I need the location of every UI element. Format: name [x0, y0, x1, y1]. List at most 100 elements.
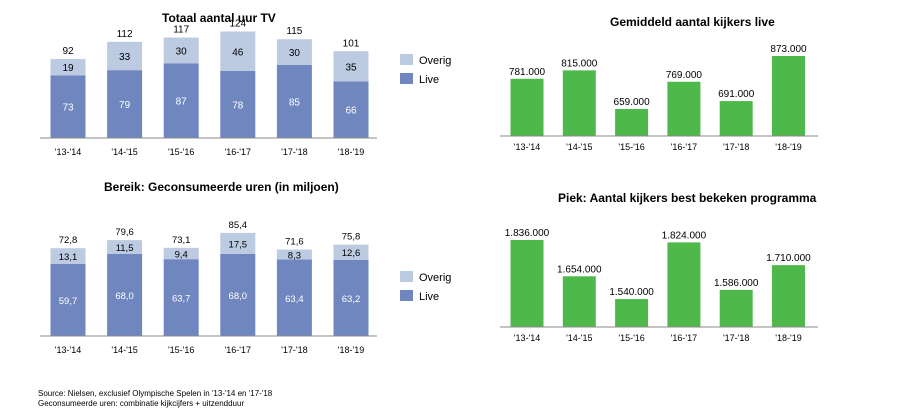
data-label: 659.000: [614, 97, 651, 108]
data-label-overig: 12,6: [342, 248, 361, 259]
x-tick-label: '13-'14: [514, 142, 540, 152]
bar-live: [220, 253, 256, 336]
legend-label-live: Live: [419, 291, 439, 303]
bar-live: [163, 259, 199, 336]
data-label: 1.654.000: [557, 264, 602, 275]
bar-overig: [50, 248, 86, 264]
data-label-overig: 33: [119, 52, 131, 63]
x-tick-label: '13-'14: [514, 333, 540, 343]
bar: [719, 101, 753, 136]
bar-live: [333, 81, 369, 138]
chart-piek-svg: 1.836.000 '13-'14 1.654.000 '14-'15 1.540.00…: [500, 228, 818, 343]
data-label-live: 79: [119, 100, 131, 111]
data-label-live: 63,2: [342, 294, 361, 305]
data-label-total: 124: [229, 19, 246, 30]
source-line-2: Geconsumeerde uren: combinatie kijkcijfe…: [38, 399, 245, 408]
data-label: 1.586.000: [714, 278, 759, 289]
data-label: 815.000: [561, 58, 598, 69]
x-tick-label: '15-'16: [168, 345, 194, 355]
x-tick-label: '16-'17: [225, 345, 251, 355]
bar-overig: [333, 51, 369, 82]
bar-overig: [50, 58, 86, 76]
data-label-live: 59,7: [59, 296, 78, 307]
data-label-live: 68,0: [229, 291, 248, 302]
data-label-total: 101: [343, 38, 360, 49]
data-label-total: 72,8: [59, 235, 78, 246]
bar-overig: [163, 37, 199, 64]
data-label-total: 71,6: [285, 237, 304, 248]
legend-label-live: Live: [419, 74, 439, 86]
bar-overig: [107, 41, 143, 71]
bar-overig: [163, 247, 199, 260]
data-label-total: 85,4: [229, 220, 248, 231]
data-label-live: 85: [289, 97, 301, 108]
data-label: 1.824.000: [662, 230, 707, 241]
bar-live: [220, 71, 256, 138]
chart-totaal-svg: 73 19 92 '13-'14 79 33 112 '14-'15 87 30 117 '15-'1…: [40, 19, 451, 157]
data-label-overig: 17,5: [229, 239, 248, 250]
x-tick-label: '15-'16: [618, 142, 644, 152]
legend-label-overig: Overig: [419, 55, 451, 67]
data-label-live: 66: [345, 106, 357, 117]
data-label-overig: 8,3: [288, 251, 301, 262]
data-label-overig: 19: [62, 63, 74, 74]
legend-swatch-overig: [400, 271, 413, 282]
bar: [510, 240, 544, 327]
x-tick-label: '15-'16: [618, 333, 644, 343]
x-tick-label: '13-'14: [55, 147, 81, 157]
data-label: 1.710.000: [766, 253, 811, 264]
chart-bereik-svg: 59,7 13,1 72,8 '13-'14 68,0 11,5 79,6 '14-'15 63…: [40, 220, 451, 355]
bar: [562, 276, 596, 327]
x-tick-label: '17-'18: [281, 345, 307, 355]
bar-live: [163, 63, 199, 138]
bar-live: [276, 64, 312, 138]
data-label-live: 68,0: [115, 291, 134, 302]
data-label-live: 87: [176, 97, 188, 108]
bar-live: [107, 70, 143, 138]
data-label: 769.000: [666, 70, 703, 81]
data-label-live: 73: [62, 103, 74, 114]
bar-overig: [333, 244, 369, 260]
data-label-overig: 30: [289, 48, 301, 59]
bar: [667, 81, 701, 136]
data-label-total: 75,8: [342, 232, 361, 243]
data-label: 1.540.000: [609, 287, 654, 298]
bar: [615, 109, 649, 136]
x-tick-label: '13-'14: [55, 345, 81, 355]
x-tick-label: '17-'18: [281, 147, 307, 157]
bar-overig: [220, 31, 256, 72]
bar-live: [107, 253, 143, 336]
bar: [667, 242, 701, 327]
data-label: 873.000: [770, 44, 807, 55]
legend-label-overig: Overig: [419, 272, 451, 284]
x-tick-label: '16-'17: [671, 142, 697, 152]
bar: [719, 289, 753, 327]
data-label-overig: 11,5: [116, 243, 134, 254]
bar-live: [50, 75, 86, 138]
bar: [772, 265, 805, 327]
bar: [562, 70, 596, 136]
data-label-total: 92: [62, 46, 74, 57]
x-tick-label: '14-'15: [111, 345, 137, 355]
x-tick-label: '17-'18: [723, 142, 749, 152]
chart-bereik-geconsumeerde-uren: Bereik: Geconsumeerde uren (in miljoen) …: [0, 178, 470, 368]
bar: [615, 299, 649, 327]
chart-totaal-aantal-uur: Totaal aantal uur TV 73 19 92 '13-'14 79 33 11…: [0, 0, 470, 190]
data-label: 1.836.000: [505, 228, 550, 239]
data-label-overig: 13,1: [59, 252, 78, 263]
bar-overig: [276, 249, 312, 260]
x-tick-label: '15-'16: [168, 147, 194, 157]
x-tick-label: '14-'15: [111, 147, 137, 157]
x-tick-label: '18-'19: [775, 333, 801, 343]
data-label: 781.000: [509, 67, 546, 78]
x-tick-label: '17-'18: [723, 333, 749, 343]
x-tick-label: '14-'15: [566, 142, 592, 152]
bar-overig: [276, 39, 312, 65]
legend-swatch-live: [400, 73, 413, 84]
chart-piek-aantal-kijkers: Piek: Aantal kijkers best bekeken progra…: [490, 178, 910, 368]
bar-overig: [220, 232, 256, 254]
chart-gemiddeld-svg: 781.000 '13-'14 815.000 '14-'15 659.000 '15-'…: [500, 44, 818, 152]
data-label-overig: 9,4: [175, 250, 188, 261]
data-label-total: 73,1: [172, 235, 191, 246]
data-label-live: 78: [232, 101, 244, 112]
